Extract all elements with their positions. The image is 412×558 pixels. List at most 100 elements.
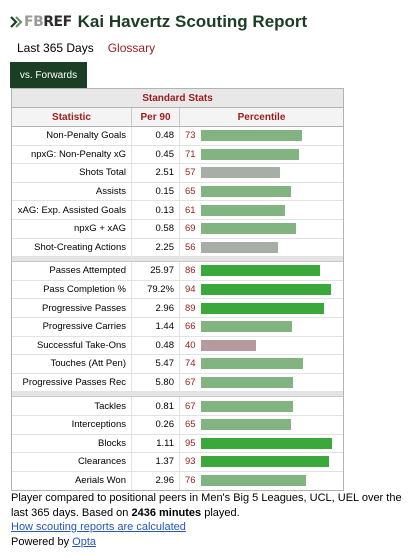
table-row: Assists 0.15 65: [12, 182, 343, 202]
page-title: Kai Havertz Scouting Report: [77, 12, 308, 31]
percentile-cell: 61: [180, 201, 343, 219]
percentile-bar-track: [201, 265, 339, 277]
percentile-bar-track: [201, 456, 339, 468]
per90-value: 25.97: [132, 262, 180, 280]
percentile-bar-track: [201, 358, 339, 370]
table-row: Clearances 1.37 93: [12, 453, 343, 472]
column-header-per90[interactable]: Per 90: [132, 108, 180, 126]
percentile-bar: [201, 377, 294, 389]
per90-value: 79.2%: [132, 280, 180, 299]
percentile-cell: 94: [180, 281, 343, 299]
percentile-bar: [201, 223, 297, 235]
group-separator: [12, 257, 343, 263]
percentile-bar-track: [201, 186, 339, 198]
stat-name: Touches (Att Pen): [12, 355, 132, 373]
percentile-bar-track: [201, 204, 339, 216]
table-row: Shots Total 2.51 57: [12, 164, 343, 183]
percentile-bar-track: [201, 321, 339, 333]
stat-name: Clearances: [12, 453, 132, 471]
per90-value: 0.48: [132, 336, 180, 355]
percentile-bar: [201, 130, 302, 142]
table-row: Interceptions 0.26 65: [12, 415, 343, 435]
table-caption: Standard Stats: [12, 89, 343, 108]
table-row: Shot-Creating Actions 2.25 56: [12, 238, 343, 258]
percentile-cell: 86: [180, 262, 343, 280]
percentile-bar: [201, 419, 291, 431]
how-calculated-link[interactable]: How scouting reports are calculated: [11, 521, 186, 533]
stat-name: Progressive Passes Rec: [12, 373, 132, 392]
percentile-bar: [201, 241, 279, 253]
table-row: Progressive Carries 1.44 66: [12, 317, 343, 337]
percentile-cell: 76: [180, 472, 343, 491]
table-row: Progressive Passes Rec 5.80 67: [12, 373, 343, 393]
fbref-logo-icon: [10, 16, 23, 28]
percentile-value: 56: [185, 241, 196, 253]
percentile-bar-track: [201, 284, 339, 296]
per90-value: 2.96: [132, 471, 180, 491]
percentile-cell: 40: [180, 337, 343, 355]
percentile-value: 94: [185, 284, 196, 296]
percentile-bar: [201, 400, 294, 412]
stat-name: Shot-Creating Actions: [12, 238, 132, 257]
footer-note-a: Player compared to positional peers in M…: [11, 492, 402, 519]
percentile-bar: [201, 339, 257, 351]
fbref-logo[interactable]: FBREF: [10, 14, 72, 30]
table-row: Touches (Att Pen) 5.47 74: [12, 355, 343, 374]
percentile-cell: 65: [180, 183, 343, 201]
per90-value: 0.58: [132, 219, 180, 238]
percentile-bar-track: [201, 377, 339, 389]
percentile-cell: 89: [180, 299, 343, 317]
table-row: Non-Penalty Goals 0.48 73: [12, 127, 343, 146]
table-body: Non-Penalty Goals 0.48 73 npxG: Non-Penalty…: [12, 127, 343, 491]
per90-value: 5.80: [132, 373, 180, 392]
percentile-value: 65: [185, 186, 196, 198]
percentile-cell: 65: [180, 416, 343, 434]
stat-name: Passes Attempted: [12, 262, 132, 280]
stat-name: Blocks: [12, 434, 132, 453]
stat-name: Assists: [12, 182, 132, 201]
percentile-cell: 93: [180, 453, 343, 471]
footer-minutes: 2436 minutes: [131, 506, 202, 519]
per90-value: 1.11: [132, 434, 180, 453]
group-separator: [12, 392, 343, 398]
logo-fb: FB: [24, 14, 44, 30]
per90-value: 0.81: [132, 397, 180, 415]
stat-name: Pass Completion %: [12, 280, 132, 299]
per90-value: 0.15: [132, 182, 180, 201]
stat-name: xAG: Exp. Assisted Goals: [12, 201, 132, 219]
percentile-value: 40: [185, 339, 196, 351]
percentile-bar: [201, 284, 331, 296]
percentile-cell: 71: [180, 146, 343, 164]
percentile-value: 76: [185, 475, 196, 487]
header: FBREF Kai Havertz Scouting Report: [10, 8, 307, 36]
table-row: Passes Attempted 25.97 86: [12, 262, 343, 281]
table-row: npxG: Non-Penalty xG 0.45 71: [12, 145, 343, 165]
opta-link[interactable]: Opta: [72, 535, 97, 548]
column-header-statistic[interactable]: Statistic: [12, 108, 132, 126]
percentile-value: 67: [185, 377, 196, 389]
footer-note: Player compared to positional peers in M…: [11, 491, 403, 520]
footer-note-b: played.: [201, 506, 240, 519]
stat-name: Aerials Won: [12, 471, 132, 491]
percentile-bar: [201, 167, 280, 179]
percentile-bar: [201, 475, 306, 487]
per90-value: 0.13: [132, 201, 180, 219]
table-row: xAG: Exp. Assisted Goals 0.13 61: [12, 201, 343, 220]
percentile-bar-track: [201, 148, 339, 160]
table-row: Successful Take-Ons 0.48 40: [12, 336, 343, 356]
powered-by-label: Powered by: [11, 535, 73, 548]
per90-value: 0.48: [132, 127, 180, 145]
footer: Player compared to positional peers in M…: [11, 491, 403, 549]
percentile-value: 73: [185, 130, 196, 142]
per90-value: 1.44: [132, 317, 180, 336]
percentile-cell: 67: [180, 374, 343, 392]
percentile-bar: [201, 204, 286, 216]
glossary-link[interactable]: Glossary: [107, 41, 156, 55]
percentile-bar-track: [201, 400, 339, 412]
percentile-value: 65: [185, 419, 196, 431]
percentile-bar-track: [201, 419, 339, 431]
percentile-bar: [201, 265, 320, 277]
percentile-bar-track: [201, 241, 339, 253]
tab-vs-forwards[interactable]: vs. Forwards: [10, 62, 87, 88]
column-header-percentile[interactable]: Percentile: [237, 111, 286, 123]
